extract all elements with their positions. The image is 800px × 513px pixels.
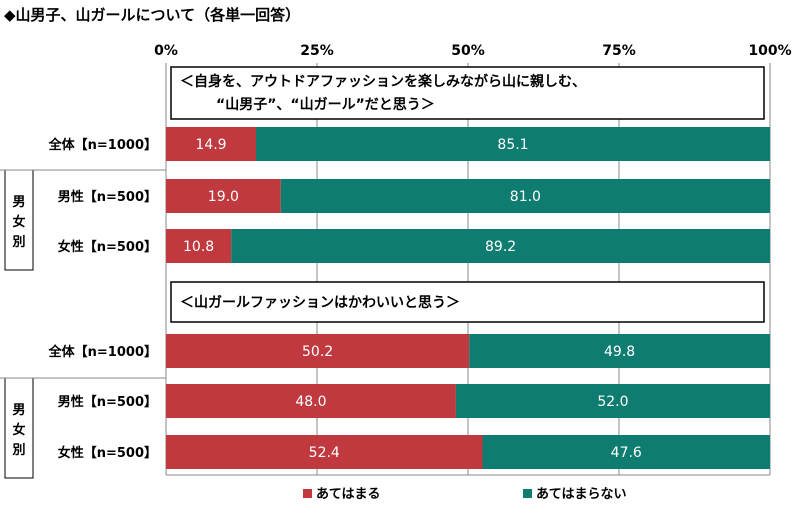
x-tick-label: 25% bbox=[300, 43, 334, 59]
data-label: 19.0 bbox=[208, 189, 239, 205]
data-label: 89.2 bbox=[485, 239, 516, 255]
bar-segment bbox=[166, 384, 456, 418]
bar-segment bbox=[166, 229, 232, 263]
x-tick-label: 50% bbox=[451, 43, 485, 59]
row-label: 全体【n=1000】 bbox=[48, 344, 157, 360]
row-label: 女性【n=500】 bbox=[58, 445, 157, 461]
row-label: 女性【n=500】 bbox=[58, 239, 157, 255]
bar-segment bbox=[469, 334, 770, 368]
bar-segment bbox=[280, 179, 770, 213]
question-text: “山男子”、“山ガール”だと思う＞ bbox=[216, 97, 435, 113]
group-label-char: 女 bbox=[12, 422, 25, 438]
bar-segment bbox=[166, 179, 281, 213]
data-label: 52.4 bbox=[309, 445, 340, 461]
data-label: 81.0 bbox=[510, 189, 541, 205]
data-label: 85.1 bbox=[497, 137, 528, 153]
group-label-char: 男 bbox=[12, 195, 25, 210]
data-label: 49.8 bbox=[604, 344, 635, 360]
group-label-char: 男 bbox=[12, 403, 25, 418]
bar-segment bbox=[455, 384, 770, 418]
x-tick-label: 0% bbox=[154, 43, 178, 59]
data-label: 52.0 bbox=[597, 394, 628, 410]
data-label: 47.6 bbox=[611, 445, 642, 461]
row-label: 男性【n=500】 bbox=[58, 189, 157, 205]
data-label: 10.8 bbox=[183, 239, 214, 255]
data-label: 14.9 bbox=[195, 137, 226, 153]
group-box bbox=[4, 377, 34, 479]
legend-swatch bbox=[303, 489, 312, 498]
bar-segment bbox=[166, 127, 256, 161]
bar-segment bbox=[166, 435, 483, 469]
x-tick-label: 75% bbox=[602, 43, 636, 59]
row-label: 男性【n=500】 bbox=[58, 394, 157, 410]
question-text: ＜山ガールファッションはかわいいと思う＞ bbox=[180, 295, 460, 311]
group-box bbox=[4, 169, 34, 271]
chart-title: ◆山男子、山ガールについて（各単一回答） bbox=[4, 6, 301, 24]
legend-label: あてはまる bbox=[316, 487, 380, 502]
bar-segment bbox=[231, 229, 770, 263]
question-box bbox=[170, 281, 765, 323]
bar-segment bbox=[255, 127, 771, 161]
data-label: 48.0 bbox=[295, 394, 326, 410]
question-box bbox=[170, 66, 765, 120]
row-label: 全体【n=1000】 bbox=[48, 137, 157, 153]
question-text: ＜自身を、アウトドアファッションを楽しみながら山に親しむ、 bbox=[180, 73, 586, 90]
x-tick-label: 100% bbox=[748, 43, 791, 59]
legend-swatch bbox=[523, 489, 532, 498]
group-label-char: 別 bbox=[11, 443, 25, 458]
bar-segment bbox=[166, 334, 470, 368]
group-label-char: 別 bbox=[11, 235, 25, 250]
data-label: 50.2 bbox=[302, 344, 333, 360]
bar-segment bbox=[482, 435, 770, 469]
legend-label: あてはまらない bbox=[536, 487, 626, 502]
group-label-char: 女 bbox=[12, 214, 25, 230]
